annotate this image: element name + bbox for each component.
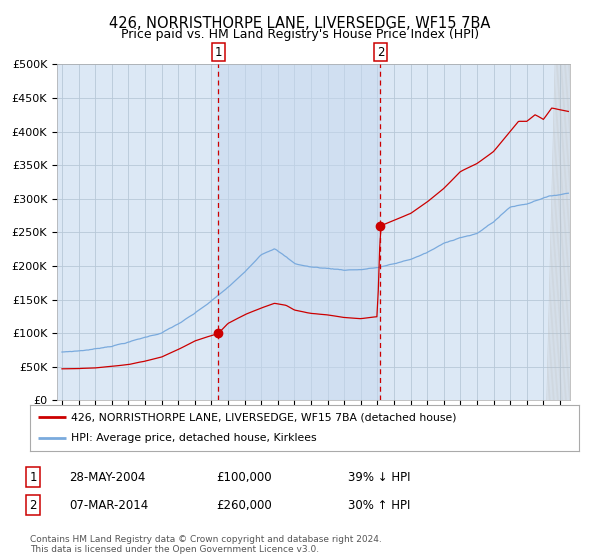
Text: 1: 1 — [29, 470, 37, 484]
Text: 28-MAY-2004: 28-MAY-2004 — [69, 470, 145, 484]
Text: 426, NORRISTHORPE LANE, LIVERSEDGE, WF15 7BA (detached house): 426, NORRISTHORPE LANE, LIVERSEDGE, WF15… — [71, 412, 457, 422]
Text: 39% ↓ HPI: 39% ↓ HPI — [348, 470, 410, 484]
Text: 07-MAR-2014: 07-MAR-2014 — [69, 498, 148, 512]
Text: 426, NORRISTHORPE LANE, LIVERSEDGE, WF15 7BA: 426, NORRISTHORPE LANE, LIVERSEDGE, WF15… — [109, 16, 491, 31]
Text: £100,000: £100,000 — [216, 470, 272, 484]
Text: HPI: Average price, detached house, Kirklees: HPI: Average price, detached house, Kirk… — [71, 433, 317, 444]
Text: 2: 2 — [29, 498, 37, 512]
Bar — [218, 64, 380, 400]
Text: 1: 1 — [214, 46, 222, 59]
Text: 2: 2 — [377, 46, 384, 59]
Text: Price paid vs. HM Land Registry's House Price Index (HPI): Price paid vs. HM Land Registry's House … — [121, 28, 479, 41]
Text: Contains HM Land Registry data © Crown copyright and database right 2024.
This d: Contains HM Land Registry data © Crown c… — [30, 535, 382, 554]
Text: £260,000: £260,000 — [216, 498, 272, 512]
Bar — [560, 64, 570, 400]
Text: 30% ↑ HPI: 30% ↑ HPI — [348, 498, 410, 512]
